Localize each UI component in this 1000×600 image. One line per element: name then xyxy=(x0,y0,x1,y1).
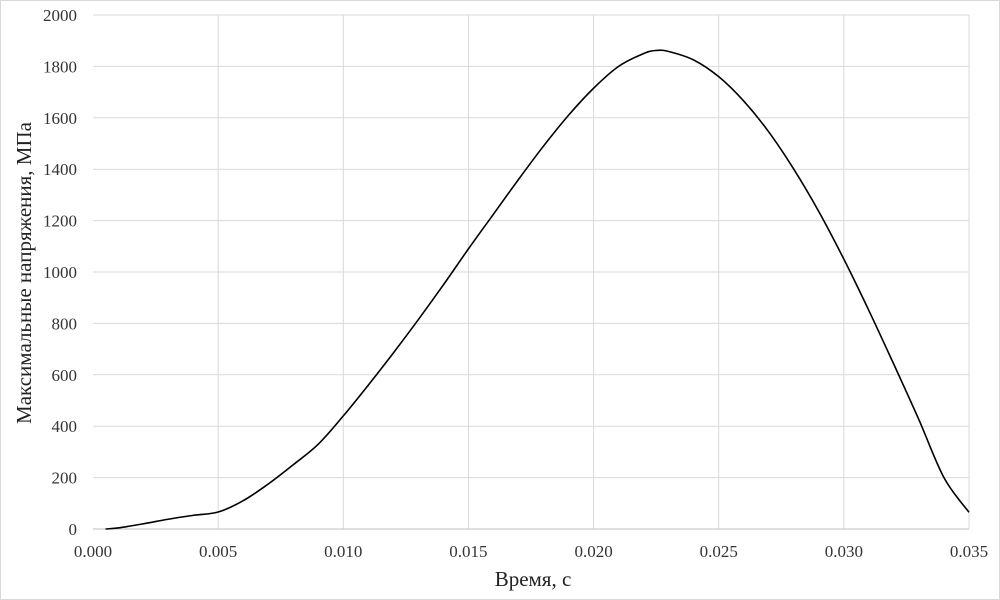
y-axis-label: Максимальные напряжения, МПа xyxy=(12,121,36,424)
x-tick-label: 0.025 xyxy=(700,542,738,561)
y-tick-label: 800 xyxy=(52,314,78,333)
x-axis-label: Время, с xyxy=(495,567,572,591)
series xyxy=(105,49,970,530)
y-tick-label: 1800 xyxy=(43,57,77,76)
y-tick-label: 1200 xyxy=(43,212,77,231)
y-tick-label: 1400 xyxy=(43,160,77,179)
x-tick-label: 0.000 xyxy=(74,542,112,561)
stress-series-line xyxy=(105,49,970,530)
x-tick-label: 0.035 xyxy=(950,542,988,561)
x-tick-label: 0.005 xyxy=(199,542,237,561)
y-tick-labels: 0 200 400 600 800 1000 1200 1400 1600 1800 2000 xyxy=(43,6,77,539)
y-tick-label: 1600 xyxy=(43,109,77,128)
y-tick-label: 0 xyxy=(69,520,78,539)
x-tick-label: 0.020 xyxy=(574,542,612,561)
x-tick-label: 0.010 xyxy=(324,542,362,561)
grid xyxy=(93,14,970,529)
y-tick-label: 600 xyxy=(52,366,78,385)
y-tick-label: 400 xyxy=(52,417,78,436)
y-tick-label: 1000 xyxy=(43,263,77,282)
x-tick-label: 0.030 xyxy=(825,542,863,561)
y-tick-label: 2000 xyxy=(43,6,77,25)
x-tick-label: 0.015 xyxy=(449,542,487,561)
x-tick-labels: 0.000 0.005 0.010 0.015 0.020 0.025 0.030 0.035 xyxy=(74,542,988,561)
y-tick-label: 200 xyxy=(52,469,78,488)
